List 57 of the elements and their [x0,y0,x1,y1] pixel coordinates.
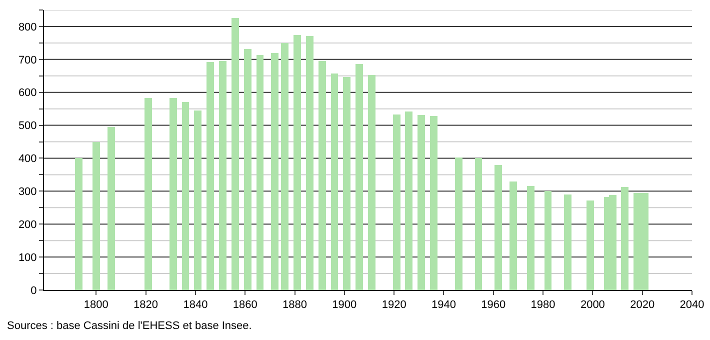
bar [318,61,326,290]
y-tick-label: 100 [18,252,37,264]
bar [256,55,264,290]
bar [392,114,400,290]
x-tick-label: 1820 [134,299,158,312]
bar [92,142,100,290]
bar [169,98,177,290]
y-tick-label: 0 [30,284,37,297]
y-tick-label: 400 [18,153,37,166]
bar [144,98,152,290]
x-tick-label: 1940 [431,299,456,312]
x-tick-label: 2020 [630,299,655,312]
bar [194,110,202,290]
bar [206,62,214,290]
source-note: Sources : base Cassini de l'EHESS et base Insee. [7,320,252,332]
bar [231,18,239,290]
bar [330,74,338,290]
bar [621,187,629,290]
bar [343,77,351,290]
y-tick-label: 600 [18,87,37,100]
bar [405,111,413,290]
x-tick-label: 1800 [84,299,108,312]
x-tick-label: 2000 [580,299,605,312]
bar [418,114,426,290]
x-tick-label: 1980 [530,299,556,312]
bar [454,158,462,290]
bar [586,200,594,290]
bar [430,116,438,290]
bar [526,186,534,290]
y-tick-label: 300 [18,186,37,198]
bar [306,36,314,290]
x-tick-label: 1960 [481,299,506,312]
y-tick-label: 800 [18,21,37,34]
bar [544,190,552,290]
x-tick-label: 1840 [183,299,208,312]
y-tick-label: 500 [18,120,37,132]
y-tick-label: 700 [18,54,37,66]
bar [75,158,82,290]
bar [494,165,502,290]
x-tick-label: 1860 [232,299,258,312]
x-tick-label: 1880 [282,299,307,312]
x-tick-label: 2040 [680,299,704,312]
bar [281,42,289,290]
bar [182,102,190,290]
bar [356,64,364,290]
bar [107,126,115,290]
bar [219,61,226,290]
bar [368,74,376,290]
bar [510,182,517,290]
bar [244,48,252,290]
x-tick-label: 1900 [332,299,357,312]
y-tick-label: 200 [18,218,37,231]
bar [474,158,482,290]
bar [294,35,301,290]
x-tick-label: 1920 [382,299,406,312]
bar [564,194,572,290]
bar [271,52,279,290]
